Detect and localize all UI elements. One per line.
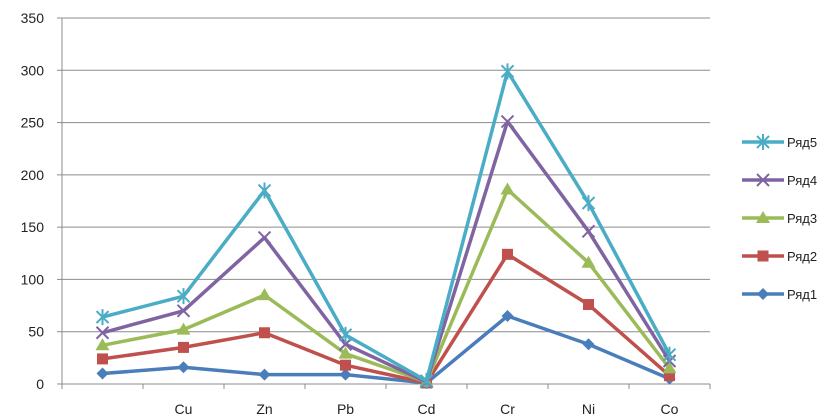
data-point	[257, 288, 272, 301]
data-point	[662, 361, 677, 374]
data-point	[500, 182, 515, 195]
data-point	[500, 63, 515, 80]
y-tick-label: 250	[21, 115, 45, 131]
data-point	[176, 304, 191, 318]
x-tick-label: Pb	[337, 401, 354, 417]
data-point	[340, 359, 351, 371]
series-5	[95, 63, 677, 389]
data-point	[95, 326, 110, 340]
data-point	[581, 224, 596, 239]
data-point	[97, 353, 108, 365]
data-point	[501, 310, 514, 323]
legend-marker	[757, 250, 769, 262]
data-point	[176, 322, 191, 335]
legend-marker	[756, 173, 770, 187]
data-point	[581, 255, 596, 268]
data-point	[582, 338, 595, 351]
y-tick-label: 50	[28, 324, 44, 340]
x-tick-label: Co	[661, 401, 679, 417]
data-point	[257, 230, 272, 245]
series-line	[102, 252, 671, 385]
legend-item: Ряд2	[742, 249, 817, 264]
legend-label: Ряд4	[787, 173, 817, 188]
data-point	[500, 114, 515, 129]
gridlines	[57, 17, 711, 389]
y-tick-label: 300	[21, 62, 45, 78]
data-point	[257, 182, 272, 199]
data-point	[662, 346, 677, 363]
legend-item: Ряд5	[742, 134, 817, 150]
y-tick-label: 0	[36, 376, 44, 392]
legend-marker	[757, 288, 769, 300]
data-point	[95, 309, 110, 326]
x-tick-label: Ni	[582, 401, 595, 417]
y-tick-label: 150	[21, 219, 45, 235]
data-point	[96, 367, 109, 380]
data-point	[178, 341, 189, 353]
legend-item: Ряд4	[742, 173, 817, 188]
y-tick-label: 200	[21, 167, 45, 183]
legend-item: Ряд1	[742, 287, 817, 302]
series-line	[102, 314, 671, 385]
data-point	[583, 299, 594, 311]
data-point	[581, 195, 596, 212]
y-axis-ticks: 0 50 100 150 200 250 300 350	[21, 10, 45, 392]
data-point	[664, 370, 675, 382]
data-point	[177, 361, 190, 374]
series-line	[102, 119, 671, 384]
legend-label: Ряд3	[787, 211, 817, 226]
series-line	[102, 187, 671, 384]
legend-item: Ряд3	[742, 211, 817, 226]
y-tick-label: 350	[21, 10, 45, 26]
y-tick-label: 100	[21, 271, 45, 287]
data-point	[258, 368, 271, 381]
data-point	[338, 326, 353, 343]
legend-label: Ряд1	[787, 287, 817, 302]
data-point	[339, 368, 352, 381]
data-point	[338, 346, 353, 359]
data-point	[419, 372, 434, 389]
legend-marker	[756, 134, 770, 150]
legend-marker	[756, 211, 770, 223]
data-point	[95, 338, 110, 351]
x-tick-label: Zn	[256, 401, 272, 417]
data-point	[176, 288, 191, 305]
x-tick-label: Cr	[500, 401, 515, 417]
series-line	[102, 69, 672, 383]
series-group	[95, 63, 677, 389]
legend: Ряд5 Ряд4 Ряд3 Ряд2 Ряд1	[742, 134, 817, 302]
x-tick-label: Cd	[418, 401, 436, 417]
x-axis-ticks: Cu Zn Pb Cd Cr Ni Co	[175, 401, 679, 417]
data-point	[502, 248, 513, 260]
data-point	[259, 327, 270, 339]
legend-label: Ряд2	[787, 249, 817, 264]
x-tick-label: Cu	[175, 401, 193, 417]
legend-label: Ряд5	[787, 135, 817, 150]
